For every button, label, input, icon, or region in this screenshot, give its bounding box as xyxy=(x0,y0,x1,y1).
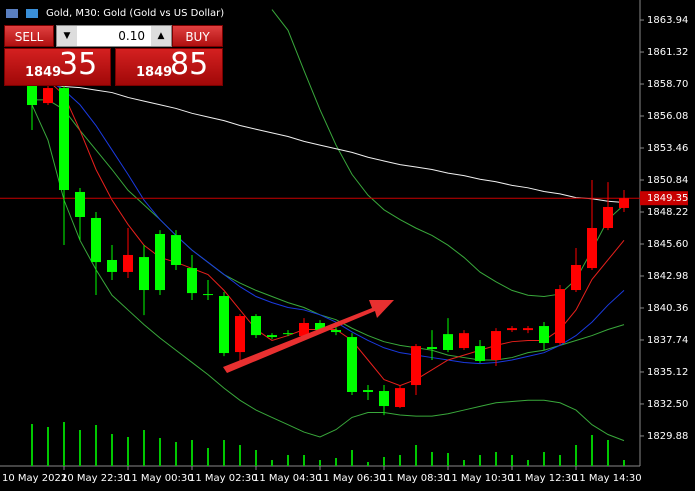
y-tick-label: 1840.36 xyxy=(647,303,688,314)
trend-arrow xyxy=(223,300,394,373)
candle-body xyxy=(267,335,277,338)
lot-value: 0.10 xyxy=(118,29,145,43)
candle-body xyxy=(395,388,405,408)
sell-price[interactable]: 1849 35 xyxy=(4,47,111,86)
candle-body xyxy=(123,254,133,272)
y-tick-label: 1850.84 xyxy=(647,175,688,186)
y-tick-label: 1856.08 xyxy=(647,111,688,122)
candle-body xyxy=(555,289,565,344)
x-start-label: 10 May 2022 xyxy=(2,473,67,484)
x-tick-label: 11 May 02:30 xyxy=(189,473,258,484)
y-tick-label: 1829.88 xyxy=(647,431,688,442)
x-tick-label: 11 May 12:30 xyxy=(509,473,578,484)
sell-price-main: 1849 xyxy=(25,65,62,80)
candle-body xyxy=(251,316,261,336)
y-tick-label: 1842.98 xyxy=(647,271,688,282)
lot-increase[interactable]: ▲ xyxy=(151,26,171,46)
x-tick-label: 11 May 04:30 xyxy=(253,473,322,484)
indicator-line xyxy=(31,70,625,387)
candle-body xyxy=(283,333,293,335)
candle-body xyxy=(59,88,69,191)
candle-body xyxy=(603,206,613,228)
x-tick-label: 11 May 10:30 xyxy=(445,473,514,484)
indicator-line xyxy=(271,9,625,298)
x-tick-label: 10 May 22:30 xyxy=(61,473,130,484)
sell-price-pips: 35 xyxy=(59,47,98,82)
candle-body xyxy=(155,233,165,291)
candle-body xyxy=(219,296,229,354)
candle-body xyxy=(619,198,629,208)
y-tick-label: 1837.74 xyxy=(647,335,688,346)
candle-body xyxy=(459,333,469,349)
candle-body xyxy=(427,347,437,350)
y-tick-label: 1863.94 xyxy=(647,15,688,26)
candle-body xyxy=(171,235,181,265)
candle-body xyxy=(347,337,357,392)
candle-body xyxy=(379,391,389,407)
y-tick-label: 1861.32 xyxy=(647,47,688,58)
candle-body xyxy=(75,191,85,218)
candle-body xyxy=(315,323,325,331)
x-tick-label: 11 May 08:30 xyxy=(381,473,450,484)
candle-body xyxy=(331,330,341,333)
candle-body xyxy=(203,294,213,296)
x-tick-label: 11 May 06:30 xyxy=(317,473,386,484)
candle-body xyxy=(107,259,117,272)
x-tick-label: 11 May 14:30 xyxy=(573,473,642,484)
candle-body xyxy=(91,217,101,263)
y-tick-label: 1835.12 xyxy=(647,367,688,378)
y-tick-label: 1853.46 xyxy=(647,143,688,154)
candle-body xyxy=(507,328,517,331)
buy-price-pips: 85 xyxy=(170,47,209,82)
price-label: 1849.35 xyxy=(647,193,688,204)
candle-body xyxy=(187,268,197,294)
indicator-line xyxy=(31,74,625,365)
candle-body xyxy=(363,390,373,392)
indicator-line xyxy=(31,104,625,442)
candle-body xyxy=(571,264,581,291)
buy-button[interactable]: BUY xyxy=(172,25,223,47)
candle-body xyxy=(491,331,501,361)
y-tick-label: 1832.50 xyxy=(647,399,688,410)
candle-body xyxy=(139,257,149,291)
chart-title: Gold, M30: Gold (Gold vs US Dollar) xyxy=(46,8,224,19)
candle-body xyxy=(587,227,597,269)
candle-body xyxy=(299,323,309,337)
y-tick-label: 1845.60 xyxy=(647,239,688,250)
candle-body xyxy=(235,316,245,353)
indicator-line xyxy=(32,99,625,361)
candle-body xyxy=(411,346,421,386)
candle-body xyxy=(43,88,53,104)
buy-price[interactable]: 1849 85 xyxy=(115,47,223,86)
price-label-box xyxy=(640,191,688,206)
candle-body xyxy=(539,326,549,344)
indicator-line xyxy=(31,81,625,203)
lot-input[interactable]: ▼ 0.10 ▲ xyxy=(56,25,172,47)
candle-body xyxy=(443,334,453,350)
icon-symbol xyxy=(26,9,38,18)
icon-window xyxy=(6,9,18,18)
buy-price-main: 1849 xyxy=(136,65,173,80)
x-tick-label: 11 May 00:30 xyxy=(125,473,194,484)
candle-body xyxy=(475,346,485,361)
candle-body xyxy=(523,328,533,331)
sell-button[interactable]: SELL xyxy=(4,25,54,47)
y-tick-label: 1858.70 xyxy=(647,79,688,90)
candle-body xyxy=(27,84,37,106)
trade-panel: SELL ▼ 0.10 ▲ BUY 1849 35 1849 85 xyxy=(4,25,223,86)
y-tick-label: 1848.22 xyxy=(647,207,688,218)
lot-decrease[interactable]: ▼ xyxy=(57,26,77,46)
